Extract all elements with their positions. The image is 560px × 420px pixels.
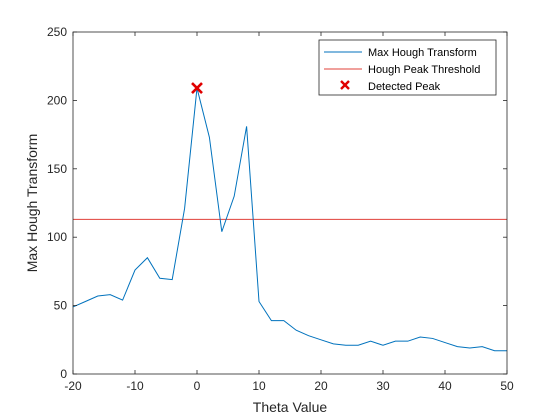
y-tick-label: 150 bbox=[47, 162, 67, 176]
axes-layer: -20 -10 0 10 20 30 40 50 0 50 100 150 200 250 bbox=[47, 25, 514, 393]
y-tick-label: 100 bbox=[47, 230, 67, 244]
y-tick-label: 0 bbox=[60, 367, 67, 381]
x-tick-label: -10 bbox=[126, 379, 144, 393]
legend-label-threshold: Hough Peak Threshold bbox=[368, 64, 480, 76]
x-tick-label: 20 bbox=[314, 379, 328, 393]
x-tick-label: -20 bbox=[64, 379, 82, 393]
legend-box bbox=[318, 39, 497, 96]
legend: Max Hough Transform Hough Peak Threshold… bbox=[318, 39, 497, 96]
y-tick-label: 50 bbox=[54, 299, 68, 313]
x-tick-label: 50 bbox=[500, 379, 514, 393]
x-tick-label: 30 bbox=[376, 379, 390, 393]
plot-layer bbox=[72, 82, 507, 352]
x-tick-label: 10 bbox=[252, 379, 266, 393]
x-axis-label: Theta Value bbox=[253, 399, 328, 415]
series-line-max-hough bbox=[72, 87, 507, 352]
x-tick-label: 0 bbox=[194, 379, 201, 393]
legend-label-detected-peak: Detected Peak bbox=[368, 81, 441, 93]
y-axis-label: Max Hough Transform bbox=[24, 134, 40, 273]
x-tick-label: 40 bbox=[438, 379, 452, 393]
detected-peak-marker bbox=[191, 82, 203, 95]
y-tick-label: 200 bbox=[47, 93, 67, 107]
y-tick-label: 250 bbox=[47, 25, 67, 39]
legend-label-max-hough: Max Hough Transform bbox=[368, 47, 477, 59]
axes-box bbox=[72, 31, 508, 375]
legend-swatch-detected-peak bbox=[340, 80, 350, 90]
